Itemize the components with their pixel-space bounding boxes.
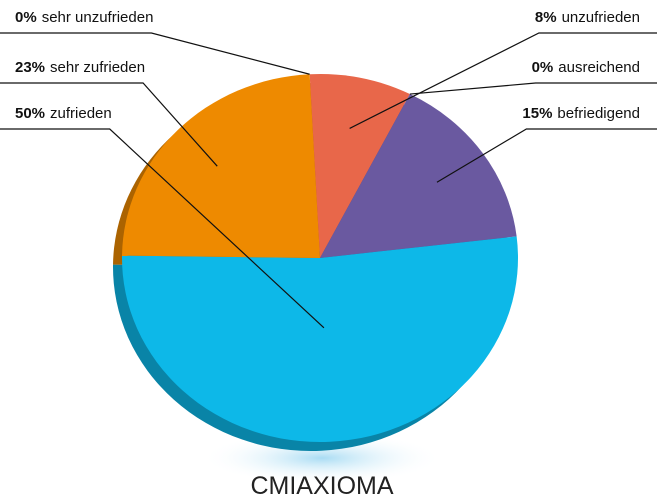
category-label: sehr zufrieden <box>50 59 145 76</box>
slice-label: 15% befriedigend <box>522 105 640 122</box>
slice <box>122 74 320 258</box>
slice <box>121 236 518 442</box>
slice-label: 8% unzufrieden <box>535 9 640 26</box>
value-label: 0% <box>532 59 554 76</box>
value-label: 0% <box>15 9 37 26</box>
value-label: 15% <box>522 105 552 122</box>
leader-line <box>349 32 657 129</box>
slice <box>309 74 410 258</box>
chart-title: CMIAXIOMA <box>250 472 393 500</box>
slice <box>320 94 410 258</box>
leader-line <box>0 128 325 329</box>
slice-label: 0% ausreichend <box>532 59 640 76</box>
leader-line <box>436 128 657 183</box>
slice-label: 0% sehr unzufrieden <box>15 9 153 26</box>
category-label: unzufrieden <box>562 9 640 26</box>
value-label: 23% <box>15 59 45 76</box>
leader-line <box>409 82 657 95</box>
category-label: ausreichend <box>558 59 640 76</box>
slice <box>320 94 517 258</box>
category-label: zufrieden <box>50 105 112 122</box>
category-label: befriedigend <box>557 105 640 122</box>
leader-line <box>0 32 310 75</box>
leader-line <box>0 82 218 167</box>
slice-label: 50% zufrieden <box>15 105 112 122</box>
pie <box>112 74 518 451</box>
category-label: sehr unzufrieden <box>42 9 154 26</box>
value-label: 50% <box>15 105 45 122</box>
slice-label: 23% sehr zufrieden <box>15 59 145 76</box>
value-label: 8% <box>535 9 557 26</box>
